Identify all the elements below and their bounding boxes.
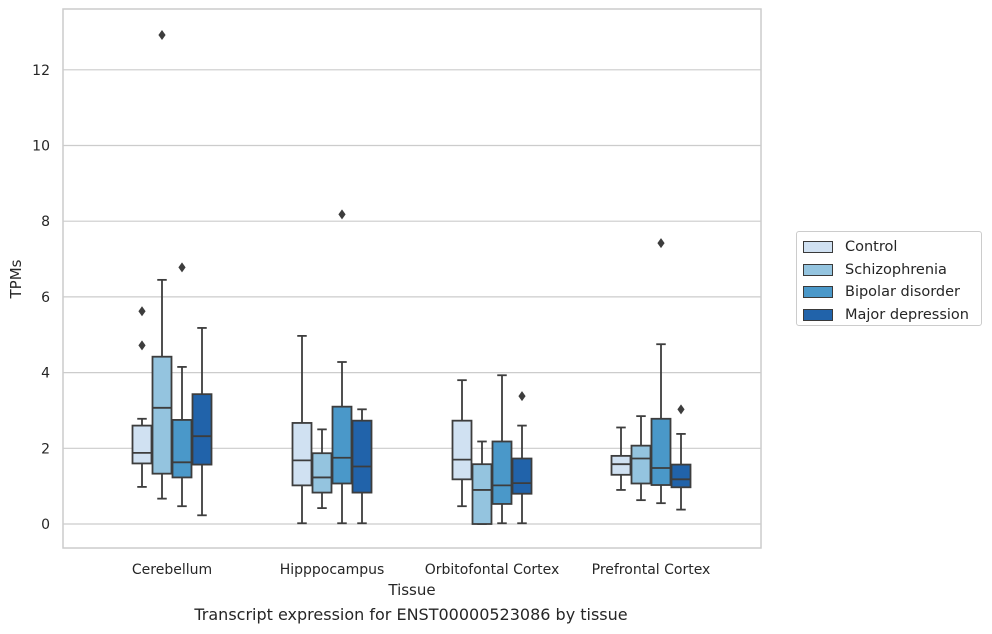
legend-label: Major depression: [845, 306, 969, 323]
outlier-point: [338, 209, 346, 220]
y-tick-label: 4: [41, 366, 50, 382]
legend-item: Major depression: [803, 304, 975, 327]
legend-swatch: [803, 308, 833, 321]
outlier-point: [178, 262, 186, 273]
box-plot-mark: [471, 440, 493, 525]
y-tick-label: 8: [41, 214, 50, 230]
box-plot-mark: [511, 391, 533, 525]
legend-label: Schizophrenia: [845, 261, 947, 278]
x-tick-labels: Cerebellum Hipppocampus Orbitofontal Corte…: [132, 562, 710, 578]
iqr-box: [491, 440, 513, 505]
box-plot-mark: [630, 415, 652, 502]
outlier-point: [677, 404, 685, 415]
plot-area-frame: [62, 8, 762, 549]
outlier-point: [138, 306, 146, 317]
x-axis-label: Tissue: [387, 581, 435, 599]
outlier-point: [657, 238, 665, 249]
y-tick-label: 6: [41, 290, 50, 306]
outlier-point: [158, 29, 166, 40]
iqr-box: [151, 355, 173, 475]
y-tick-labels: 0 2 4 6 8 10 12: [32, 63, 50, 533]
legend-label: Control: [845, 239, 898, 256]
legend-label: Bipolar disorder: [845, 284, 960, 301]
legend: Control Schizophrenia Bipolar disorder Majo…: [796, 231, 982, 326]
x-tick-label: Cerebellum: [132, 562, 212, 578]
iqr-box: [650, 417, 672, 486]
iqr-box: [630, 444, 652, 485]
box-plot-mark: [291, 334, 313, 525]
y-tick-label: 10: [32, 139, 50, 155]
box-plot-mark: [650, 238, 672, 505]
x-tick-label: Hipppocampus: [280, 562, 385, 578]
x-tick-label: Orbitofontal Cortex: [425, 562, 560, 578]
iqr-box: [471, 463, 493, 525]
box-plot-mark: [191, 327, 213, 517]
y-tick-label: 0: [41, 517, 50, 533]
series-major-depression: [191, 327, 692, 525]
iqr-box: [171, 419, 193, 479]
box-plot-mark: [311, 428, 333, 510]
legend-item: Control: [803, 236, 975, 259]
legend-item: Schizophrenia: [803, 259, 975, 282]
series-schizophrenia: [151, 29, 652, 525]
outlier-point: [518, 391, 526, 402]
box-plot-mark: [171, 262, 193, 508]
box-plot-mark: [670, 404, 692, 511]
iqr-box: [291, 422, 313, 487]
chart-caption: Transcript expression for ENST0000052308…: [194, 605, 628, 624]
y-tick-label: 2: [41, 441, 50, 457]
box-plot-mark: [131, 306, 153, 488]
legend-swatch: [803, 286, 833, 299]
box-plot-mark: [491, 374, 513, 525]
x-tick-label: Prefrontal Cortex: [592, 562, 711, 578]
iqr-box: [511, 457, 533, 495]
legend-item: Bipolar disorder: [803, 281, 975, 304]
iqr-box: [131, 424, 153, 465]
iqr-box: [610, 454, 632, 476]
iqr-box: [351, 419, 373, 494]
legend-swatch: [803, 263, 833, 276]
series-bipolar-disorder: [171, 209, 672, 525]
box-plot-mark: [151, 29, 173, 500]
legend-swatch: [803, 241, 833, 254]
box-plot-mark: [610, 426, 632, 491]
iqr-box: [670, 463, 692, 489]
box-plot-mark: [451, 379, 473, 508]
iqr-box: [451, 419, 473, 481]
box-plot-mark: [331, 209, 353, 525]
box-plot-series: [131, 29, 692, 525]
y-tick-label: 12: [32, 63, 50, 79]
iqr-box: [331, 405, 353, 485]
y-axis-label: TPMs: [7, 259, 25, 299]
series-control: [131, 306, 632, 525]
iqr-box: [191, 393, 213, 466]
box-plot-mark: [351, 408, 373, 525]
iqr-box: [311, 452, 333, 494]
outlier-point: [138, 340, 146, 351]
